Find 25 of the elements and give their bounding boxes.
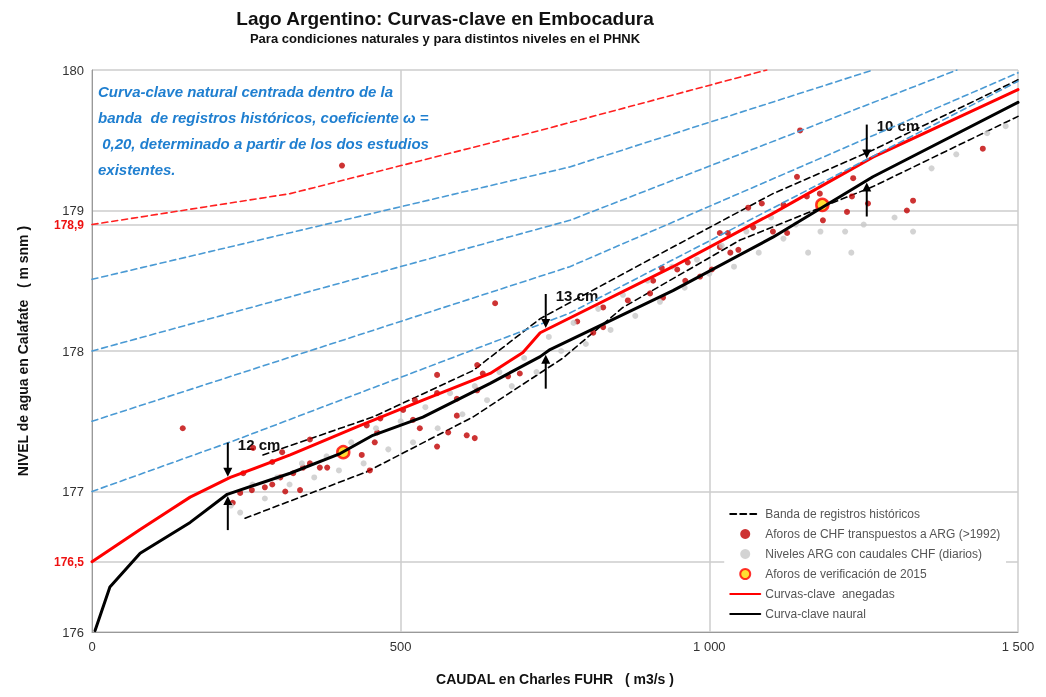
legend-label: Curvas-clave anegadas — [765, 587, 895, 601]
chart-subtitle: Para condiciones naturales y para distintos niveles en el PHNK — [249, 31, 641, 46]
annotation: 10 cm — [876, 117, 920, 135]
x-tick-label: 1 500 — [1001, 639, 1035, 654]
annotation: 13 cm — [555, 287, 599, 305]
x-tick-label: 1 000 — [693, 639, 726, 654]
y-tick-label: 179 — [62, 203, 84, 218]
annotation: 12 cm — [237, 436, 281, 454]
y-tick-label: 177 — [62, 484, 84, 499]
y-tick-label: 180 — [62, 62, 84, 78]
legend-label: Banda de registros históricos — [765, 507, 920, 521]
y-tick-label: 176,5 — [53, 554, 85, 569]
y-tick-label: 176 — [62, 624, 84, 640]
x-tick-label: 0 — [88, 639, 96, 654]
chart-title: Lago Argentino: Curvas-clave en Embocadura — [236, 8, 655, 29]
y-axis-title: NIVEL de agua en Calafate ( m snm ) — [15, 225, 31, 477]
legend-label: Aforos de verificación de 2015 — [765, 567, 927, 581]
y-tick-label: 178 — [62, 343, 84, 359]
legend-label: Aforos de CHF transpuestos a ARG (>1992) — [765, 527, 1001, 541]
y-tick-label: 178,9 — [53, 217, 85, 232]
legend-label: Niveles ARG con caudales CHF (diarios) — [765, 547, 982, 561]
x-axis-title: CAUDAL en Charles FUHR ( m3/s ) — [436, 671, 674, 687]
x-tick-label: 500 — [389, 639, 412, 654]
annotation: Curva-clave natural centrada dentro de la banda de registros históricos, coeficiente ω = 0,20, determinado a partir de los dos estudios existentes. — [98, 82, 434, 178]
legend-label: Curva-clave naural — [765, 607, 866, 621]
